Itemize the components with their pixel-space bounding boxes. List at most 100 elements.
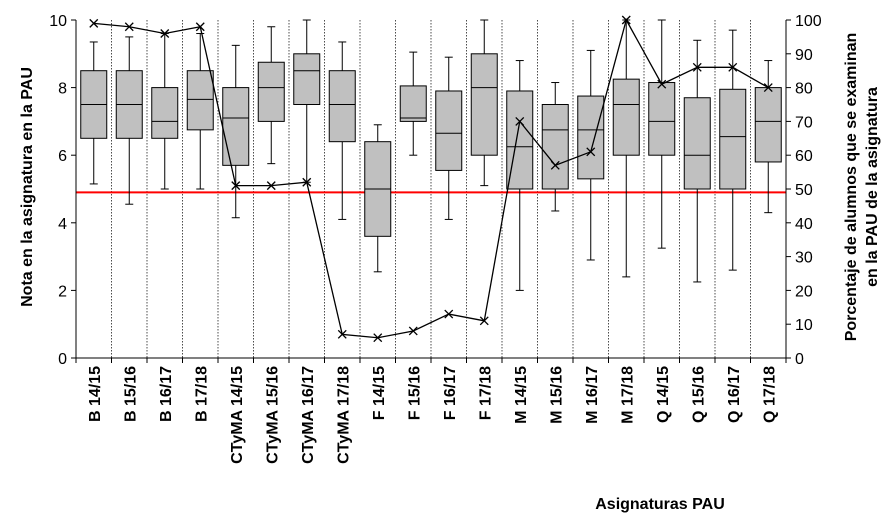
box-iqr (648, 82, 676, 156)
box-iqr (186, 70, 214, 131)
box-iqr (222, 87, 250, 166)
percentage-marker (479, 316, 489, 326)
marker-stroke (692, 62, 702, 72)
category-label: B 17/18 (193, 366, 210, 422)
box-iqr (328, 70, 356, 143)
percentage-marker (550, 160, 560, 170)
left-tick-label: 6 (58, 148, 67, 165)
right-tick-label: 70 (795, 114, 813, 131)
marker-stroke (444, 309, 454, 319)
labels-group: Nota en la asignatura en la PAU Porcenta… (19, 33, 881, 513)
marker-stroke (408, 326, 418, 336)
percentage-marker (266, 181, 276, 191)
left-axis-label: Nota en la asignatura en la PAU (19, 67, 36, 307)
percentage-series-group (89, 15, 773, 343)
marker-stroke (479, 316, 489, 326)
right-tick-label: 0 (795, 351, 804, 368)
category-label: M 16/17 (584, 366, 601, 424)
percentage-marker (657, 79, 667, 89)
marker-stroke (337, 329, 347, 339)
marker-stroke (231, 181, 241, 191)
left-tick-label: 0 (58, 351, 67, 368)
right-axis-label-line1: Porcentaje de alumnos que se examinan (843, 33, 860, 342)
box-iqr (257, 61, 285, 122)
box-iqr (293, 53, 321, 105)
percentage-line (93, 18, 769, 339)
percentage-marker (515, 116, 525, 126)
category-label: F 16/17 (442, 366, 459, 420)
marker-stroke (657, 79, 667, 89)
percentage-marker (195, 22, 205, 32)
category-label: B 15/16 (122, 366, 139, 422)
percentage-marker (302, 177, 312, 187)
x-axis-label: Asignaturas PAU (595, 496, 725, 513)
marker-stroke (621, 15, 631, 25)
right-tick-label: 10 (795, 317, 813, 334)
box-iqr (435, 90, 463, 171)
box-iqr (399, 85, 427, 122)
percentage-marker (408, 326, 418, 336)
category-label: M 14/15 (513, 366, 530, 424)
left-tick-label: 10 (49, 13, 67, 30)
box-iqr (470, 53, 498, 156)
percentage-marker (373, 333, 383, 343)
marker-stroke (586, 147, 596, 157)
category-label: F 14/15 (371, 366, 388, 420)
category-label: Q 17/18 (761, 366, 778, 423)
percentage-marker (89, 18, 99, 28)
box-iqr (612, 78, 640, 156)
percentage-marker (337, 329, 347, 339)
category-label: M 15/16 (548, 366, 565, 424)
category-label: Q 15/16 (690, 366, 707, 423)
marker-stroke (195, 22, 205, 32)
percentage-marker (763, 83, 773, 93)
category-label: B 14/15 (87, 366, 104, 422)
category-label: CTyMA 14/15 (229, 366, 246, 464)
percentage-marker (621, 15, 631, 25)
right-tick-label: 80 (795, 81, 813, 98)
left-tick-label: 8 (58, 81, 67, 98)
percentage-marker (586, 147, 596, 157)
marker-stroke (373, 333, 383, 343)
right-tick-label: 100 (795, 13, 822, 30)
right-tick-label: 20 (795, 283, 813, 300)
marker-stroke (89, 18, 99, 28)
category-label: F 15/16 (406, 366, 423, 420)
category-label: Q 14/15 (655, 366, 672, 423)
box-iqr (683, 97, 711, 190)
category-separators (111, 20, 751, 358)
marker-stroke (728, 62, 738, 72)
box-iqr (541, 104, 569, 190)
marker-stroke (302, 177, 312, 187)
right-tick-label: 50 (795, 182, 813, 199)
category-label: F 17/18 (477, 366, 494, 420)
category-label: Q 16/17 (726, 366, 743, 423)
box-iqr (754, 87, 782, 163)
percentage-marker (444, 309, 454, 319)
right-tick-label: 40 (795, 216, 813, 233)
right-tick-label: 60 (795, 148, 813, 165)
right-axis-label-line2: en la PAU de la asignatura (864, 87, 881, 287)
category-label: M 17/18 (619, 366, 636, 424)
marker-stroke (124, 22, 134, 32)
left-tick-label: 4 (58, 216, 67, 233)
category-label: B 16/17 (158, 366, 175, 422)
percentage-marker (124, 22, 134, 32)
left-tick-label: 2 (58, 283, 67, 300)
marker-stroke (763, 83, 773, 93)
marker-stroke (515, 116, 525, 126)
percentage-marker (728, 62, 738, 72)
boxes-group (80, 19, 782, 291)
category-label: CTyMA 17/18 (335, 366, 352, 464)
category-label: CTyMA 16/17 (300, 366, 317, 464)
marker-stroke (160, 29, 170, 38)
right-tick-label: 30 (795, 250, 813, 267)
category-label: CTyMA 15/16 (264, 366, 281, 464)
percentage-marker (160, 29, 170, 38)
marker-stroke (266, 181, 276, 191)
marker-stroke (550, 160, 560, 170)
percentage-marker (692, 62, 702, 72)
percentage-marker (231, 181, 241, 191)
